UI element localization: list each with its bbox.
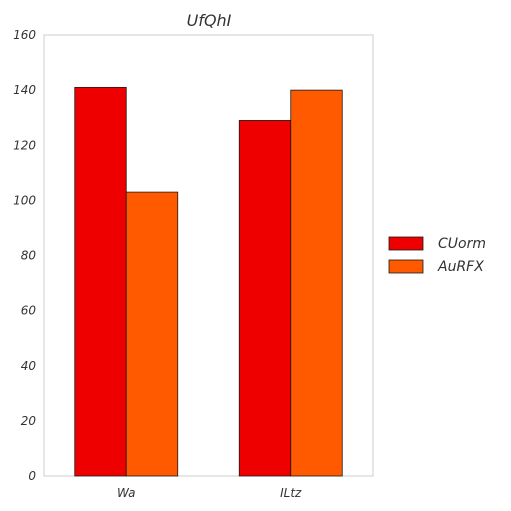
bar-AuRFX-Wa xyxy=(125,191,179,477)
y-tick-label: 160 xyxy=(13,28,36,42)
bars-group xyxy=(74,86,343,477)
legend-label: CUorm xyxy=(438,236,486,252)
bar-AuRFX-ILtz xyxy=(290,89,343,477)
x-axis: Wa ILtz xyxy=(117,486,302,500)
legend: CUorm AuRFX xyxy=(388,236,486,275)
chart-title: UfQhI xyxy=(187,11,232,30)
legend-label: AuRFX xyxy=(437,259,484,275)
legend-swatch xyxy=(388,259,424,274)
y-tick-label: 20 xyxy=(21,414,37,428)
y-tick-label: 40 xyxy=(21,359,37,373)
y-tick-label: 60 xyxy=(21,304,37,318)
bar-CUorm-Wa xyxy=(74,86,127,477)
x-tick-label: Wa xyxy=(117,486,136,500)
y-tick-label: 140 xyxy=(13,83,36,97)
legend-swatch xyxy=(388,236,424,251)
y-tick-label: 120 xyxy=(13,138,36,152)
plot-area-frame xyxy=(43,34,374,477)
y-axis: 0 20 40 60 80 100 120 140 160 xyxy=(13,28,36,483)
y-tick-label: 100 xyxy=(13,193,36,207)
y-tick-label: 80 xyxy=(21,249,37,263)
y-tick-label: 0 xyxy=(28,469,36,483)
x-tick-label: ILtz xyxy=(280,486,302,500)
bar-CUorm-ILtz xyxy=(238,120,292,477)
